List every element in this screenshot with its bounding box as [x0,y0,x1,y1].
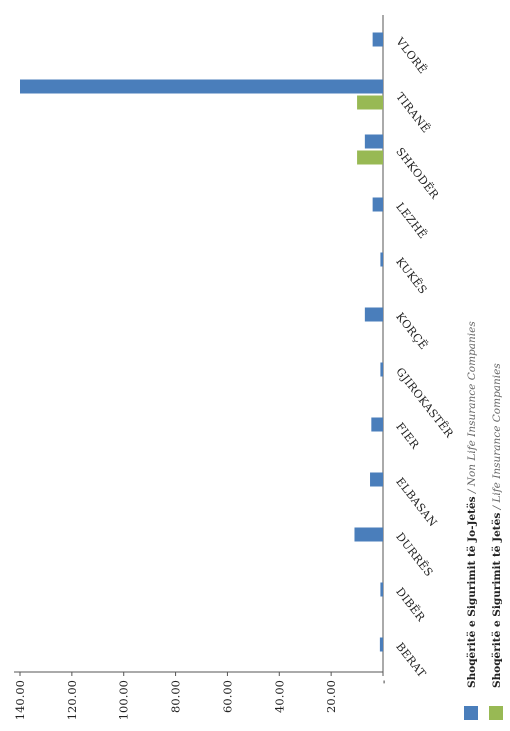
category-label: KUKËS [393,255,430,297]
category-labels: BERATDIBËRDURRËSELBASANFIERGJIROKASTËRKO… [393,34,457,681]
bar-non-life-6 [364,307,383,322]
bar-non-life-5 [380,362,383,377]
category-label: FIER [393,420,422,452]
legend: Shoqëritë e Sigurimit të Jo-Jetës / Non … [464,321,503,720]
bar-life-10 [357,95,383,110]
bars [20,32,383,652]
bar-non-life-3 [370,472,383,487]
bar-non-life-11 [372,32,383,47]
category-label: BERAT [393,640,428,680]
bar-non-life-9 [364,134,383,149]
value-tick-label: 140.00 [13,680,27,720]
bar-non-life-2 [354,527,383,542]
bar-non-life-8 [372,197,383,212]
bar-non-life-10 [20,79,383,94]
value-tick-label: - [376,680,390,684]
category-label: LEZHË [393,200,430,242]
bar-non-life-0 [379,637,383,652]
value-tick-label: 80.00 [169,680,183,713]
bar-life-9 [357,150,383,165]
category-label: ELBASAN [393,475,439,529]
value-tick-label: 20.00 [324,680,338,713]
bar-non-life-4 [371,417,383,432]
value-tick-label: 60.00 [220,680,234,713]
legend-entry: Shoqëritë e Sigurimit të Jetës / Life In… [491,363,503,688]
legend-swatch [489,706,503,720]
value-tick-label: 120.00 [65,680,79,720]
category-label: KORÇË [393,310,431,353]
category-label: SHKODËR [393,145,442,202]
category-label: DIBËR [393,585,428,625]
value-tick-label: 40.00 [272,680,286,713]
legend-entry: Shoqëritë e Sigurimit të Jo-Jetës / Non … [466,321,478,688]
value-tick-label: 100.00 [117,680,131,720]
category-label: VLORË [393,34,431,77]
bar-non-life-7 [380,252,383,267]
legend-swatch [464,706,478,720]
bar-non-life-1 [380,582,383,597]
category-label: DURRËS [393,530,436,580]
value-axis: - 20.00 40.00 60.00 80.00 100.00 120.00 140.00 [13,15,390,720]
category-label: TIRANË [393,90,433,136]
